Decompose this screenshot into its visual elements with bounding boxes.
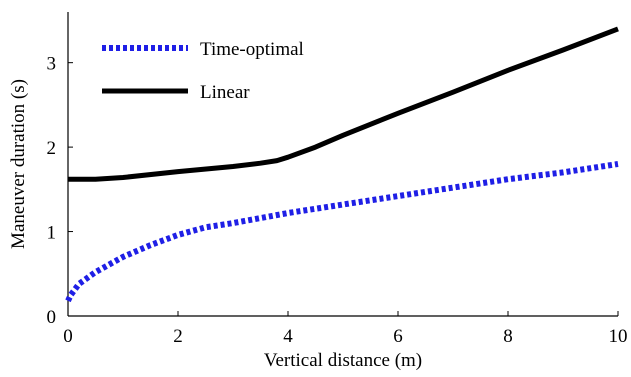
legend-label: Linear: [200, 82, 250, 103]
y-axis-ticks: 0 1 2 3: [47, 54, 73, 328]
x-tick-label: 8: [503, 326, 513, 347]
y-tick-label: 0: [47, 307, 57, 328]
series-line-linear: [68, 26, 619, 182]
y-tick-label: 3: [47, 54, 57, 75]
x-axis-ticks: 0 2 4 6 8 10: [63, 311, 628, 347]
series-lines: [65, 26, 619, 303]
x-tick-label: 2: [173, 326, 183, 347]
y-tick-label: 1: [47, 223, 57, 244]
x-tick-label: 10: [609, 326, 628, 347]
legend: Time-optimal Linear: [102, 39, 304, 103]
x-tick-label: 4: [283, 326, 293, 347]
x-tick-label: 0: [63, 326, 73, 347]
x-tick-label: 6: [393, 326, 403, 347]
x-axis-label: Vertical distance (m): [264, 350, 422, 371]
legend-label: Time-optimal: [200, 39, 304, 60]
series-line-time-optimal: [65, 161, 619, 303]
y-axis-label: Maneuver duration (s): [8, 79, 29, 249]
y-tick-label: 2: [47, 138, 57, 159]
